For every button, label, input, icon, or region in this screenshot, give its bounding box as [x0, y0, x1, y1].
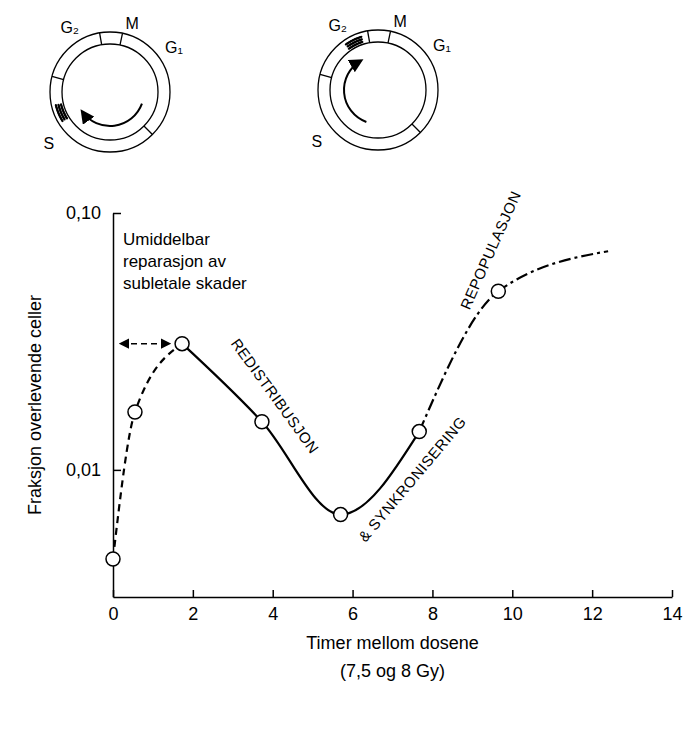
x-axis-line — [114, 597, 673, 599]
x-tick-mark — [272, 590, 274, 597]
x-tick-mark — [432, 590, 434, 597]
x-tick: 8 — [428, 590, 438, 624]
data-point — [334, 508, 348, 522]
plot-area — [106, 251, 608, 566]
cycle-inner-ring — [62, 44, 158, 140]
x-tick-mark — [592, 590, 594, 597]
x-tick-label: 2 — [188, 604, 198, 624]
annotation: REDISTRIBUSJON — [228, 335, 323, 457]
phase-boundary — [120, 33, 122, 45]
cell-dot — [55, 104, 57, 106]
x-tick-label: 6 — [348, 604, 358, 624]
x-tick-label: 0 — [108, 604, 118, 624]
data-point — [255, 415, 269, 429]
y-axis-title: Fraksjon overlevende celler — [25, 295, 45, 515]
y-tick-label: 0,01 — [66, 460, 101, 480]
y-axis: 0,01 0,10 — [66, 203, 121, 597]
chart: 0 2 4 6 8 10 12 14 0,01 0,10 Timer mellom dosene (7… — [0, 0, 692, 729]
data-point — [491, 284, 505, 298]
annotation: REPOPULASJON — [457, 188, 524, 312]
x-tick-mark — [193, 590, 195, 597]
cell-dot — [55, 105, 57, 107]
x-tick-label: 14 — [662, 604, 682, 624]
cell-dot — [58, 104, 60, 106]
cycle-arrow — [82, 104, 142, 126]
series-line — [419, 251, 608, 431]
x-tick: 4 — [268, 590, 278, 624]
phase-boundary — [412, 124, 420, 132]
phase-boundary — [52, 76, 64, 79]
x-tick-label: 10 — [503, 604, 523, 624]
phase-boundary — [100, 33, 102, 45]
cell-cycle-diagram: G₂ M G₁ S — [43, 15, 182, 152]
cell-dot — [360, 39, 362, 41]
phase-label: S — [311, 133, 322, 150]
phase-boundary — [320, 74, 332, 77]
cycle-outer-ring — [318, 30, 438, 150]
data-point — [175, 337, 189, 351]
data-point — [128, 405, 142, 419]
cycle-outer-ring — [50, 32, 170, 152]
x-tick: 2 — [188, 590, 198, 624]
cell-dot — [361, 38, 363, 40]
y-tick-mark — [113, 470, 121, 472]
cell-dot — [60, 104, 62, 106]
phase-label: G₁ — [165, 39, 183, 56]
x-tick-mark — [672, 590, 674, 597]
phase-label: S — [43, 135, 54, 152]
data-point — [106, 552, 120, 566]
series-line — [113, 344, 182, 559]
annotation: subletale skader — [123, 274, 247, 293]
x-tick-mark — [352, 590, 354, 597]
x-axis-title: Timer mellom dosene — [306, 633, 478, 653]
annotation: & SYNKRONISERING — [355, 413, 470, 545]
x-tick-label: 12 — [583, 604, 603, 624]
cell-dot — [57, 104, 59, 106]
y-tick-label: 0,10 — [66, 203, 101, 223]
phase-boundary — [368, 31, 370, 43]
x-tick: 12 — [583, 590, 603, 624]
y-tick: 0,10 — [66, 203, 121, 223]
x-tick-mark — [512, 590, 514, 597]
phase-label: G₂ — [328, 17, 347, 34]
cell-dot — [360, 36, 362, 38]
y-tick-mark — [113, 213, 121, 215]
x-tick-label: 8 — [428, 604, 438, 624]
cycle-arrow — [344, 61, 366, 122]
x-tick: 6 — [348, 590, 358, 624]
phase-boundary — [388, 31, 390, 43]
y-tick: 0,01 — [66, 460, 121, 480]
annotation: Umiddelbar — [123, 230, 210, 249]
cell-cycle-diagram: G₂ M G₁ S — [311, 13, 450, 150]
cell-dot — [60, 103, 62, 105]
cell-dot — [361, 41, 363, 43]
x-tick: 10 — [503, 590, 523, 624]
phase-label: M — [394, 13, 407, 30]
x-tick: 14 — [662, 590, 682, 624]
phase-label: M — [126, 15, 139, 32]
x-axis-title: (7,5 og 8 Gy) — [340, 661, 445, 681]
x-axis: 0 2 4 6 8 10 12 14 — [108, 590, 682, 624]
annotation-arrow — [121, 343, 169, 345]
cell-dot — [361, 41, 363, 43]
cycle-inner-ring — [330, 42, 426, 138]
annotation: reparasjon av — [123, 252, 227, 271]
y-axis-line — [113, 214, 115, 598]
cell-dot — [360, 36, 362, 38]
data-point — [412, 425, 426, 439]
phase-label: G₂ — [60, 19, 79, 36]
x-tick-label: 4 — [268, 604, 278, 624]
phase-label: G₁ — [433, 37, 451, 54]
phase-boundary — [144, 126, 152, 134]
